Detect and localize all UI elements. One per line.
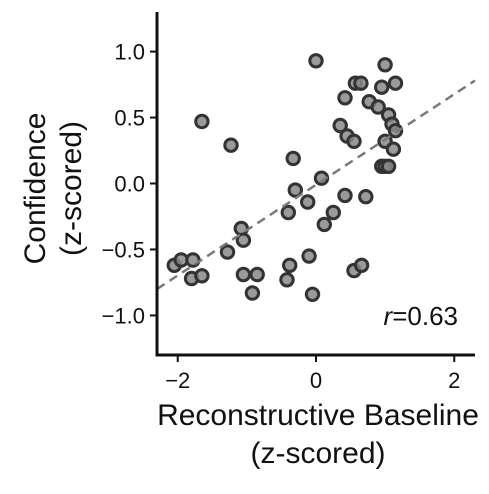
data-point <box>337 90 353 106</box>
correlation-value: =0.63 <box>392 301 458 331</box>
data-point <box>194 113 210 130</box>
x-tick-label: 2 <box>448 368 460 393</box>
data-point <box>346 133 362 150</box>
data-point <box>385 141 402 157</box>
data-point <box>287 182 303 198</box>
data-point <box>353 257 370 273</box>
trend-layer <box>156 79 476 291</box>
data-point <box>304 286 321 302</box>
data-point <box>285 150 301 167</box>
marks-layer <box>166 53 404 302</box>
x-axis-title: (z-scored) <box>250 437 385 470</box>
data-point <box>185 252 201 268</box>
data-point <box>370 99 386 115</box>
y-tick-label: 1.0 <box>114 40 145 65</box>
y-tick-label: 0.5 <box>114 106 145 131</box>
data-point <box>223 137 239 153</box>
data-point <box>300 194 316 210</box>
data-point <box>235 266 252 283</box>
axes-layer <box>150 12 475 362</box>
trend-line <box>156 79 476 291</box>
data-point <box>279 272 295 288</box>
data-point <box>374 79 390 95</box>
data-point <box>380 158 397 175</box>
data-point <box>219 244 236 260</box>
x-axis-title: Reconstructive Baseline <box>157 399 479 432</box>
data-point <box>282 257 298 273</box>
y-axis-title: Confidence <box>19 113 52 265</box>
data-point <box>337 187 353 204</box>
correlation-annotation: r=0.63 <box>384 301 458 331</box>
data-point <box>249 266 265 283</box>
y-axis-title: (z-scored) <box>55 121 88 256</box>
y-tick-label: −0.5 <box>102 237 145 262</box>
data-point <box>301 248 317 264</box>
data-point <box>233 220 250 237</box>
correlation-symbol: r <box>384 301 394 331</box>
data-point <box>332 117 348 134</box>
data-point <box>387 123 404 139</box>
data-point <box>358 189 374 205</box>
y-tick-label: 0.0 <box>114 172 145 197</box>
data-point <box>377 57 393 73</box>
data-point <box>280 204 296 221</box>
data-point <box>244 285 261 301</box>
x-tick-label: 0 <box>310 368 322 393</box>
data-point <box>353 75 369 91</box>
data-point <box>235 232 252 248</box>
data-point <box>325 204 341 221</box>
y-tick-label: −1.0 <box>102 303 145 328</box>
data-point <box>316 216 332 233</box>
labels-layer: −2 0 2 −1.0 −0.5 0.0 0.5 1.0 Reconstructive Base… <box>19 40 479 470</box>
x-tick-label: −2 <box>165 368 190 393</box>
data-point <box>194 268 210 284</box>
data-point <box>308 53 324 69</box>
data-point <box>387 75 404 91</box>
